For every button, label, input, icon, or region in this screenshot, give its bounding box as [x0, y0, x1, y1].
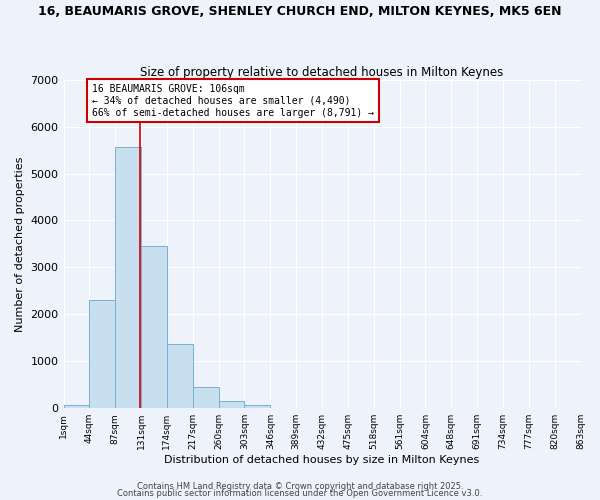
Text: Contains public sector information licensed under the Open Government Licence v3: Contains public sector information licen… — [118, 489, 482, 498]
Bar — [167, 344, 193, 408]
Text: 16, BEAUMARIS GROVE, SHENLEY CHURCH END, MILTON KEYNES, MK5 6EN: 16, BEAUMARIS GROVE, SHENLEY CHURCH END,… — [38, 5, 562, 18]
Bar — [64, 404, 89, 408]
Bar — [244, 406, 271, 408]
Bar — [89, 300, 115, 408]
Bar — [193, 386, 218, 408]
X-axis label: Distribution of detached houses by size in Milton Keynes: Distribution of detached houses by size … — [164, 455, 479, 465]
Bar — [115, 147, 141, 408]
Text: 16 BEAUMARIS GROVE: 106sqm
← 34% of detached houses are smaller (4,490)
66% of s: 16 BEAUMARIS GROVE: 106sqm ← 34% of deta… — [92, 84, 374, 117]
Title: Size of property relative to detached houses in Milton Keynes: Size of property relative to detached ho… — [140, 66, 503, 78]
Y-axis label: Number of detached properties: Number of detached properties — [15, 156, 25, 332]
Bar — [141, 246, 167, 408]
Text: Contains HM Land Registry data © Crown copyright and database right 2025.: Contains HM Land Registry data © Crown c… — [137, 482, 463, 491]
Bar — [218, 400, 244, 408]
